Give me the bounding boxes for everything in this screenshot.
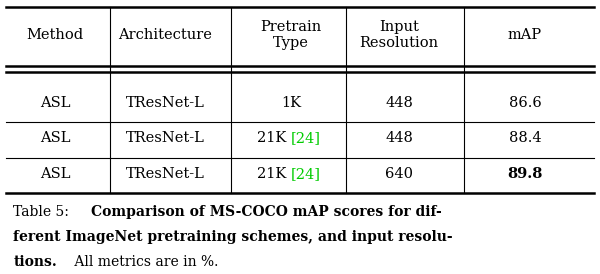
Text: Table 5:: Table 5: — [13, 205, 73, 219]
Text: mAP: mAP — [508, 28, 542, 42]
Text: All metrics are in %.: All metrics are in %. — [70, 255, 218, 269]
Text: Pretrain
Type: Pretrain Type — [260, 20, 322, 50]
Text: Input
Resolution: Input Resolution — [359, 20, 439, 50]
Text: ferent ImageNet pretraining schemes, and input resolu-: ferent ImageNet pretraining schemes, and… — [13, 230, 453, 244]
Text: 640: 640 — [385, 167, 413, 181]
Text: 88.4: 88.4 — [509, 131, 541, 145]
Text: ASL: ASL — [40, 96, 70, 110]
Text: 448: 448 — [385, 96, 413, 110]
Text: tions.: tions. — [13, 255, 57, 269]
Text: ASL: ASL — [40, 131, 70, 145]
Text: 1K: 1K — [281, 96, 301, 110]
Text: Method: Method — [26, 28, 84, 42]
Text: TResNet-L: TResNet-L — [125, 131, 205, 145]
Text: 448: 448 — [385, 131, 413, 145]
Text: ASL: ASL — [40, 167, 70, 181]
Text: 21K: 21K — [257, 167, 291, 181]
Text: TResNet-L: TResNet-L — [125, 167, 205, 181]
Text: 21K: 21K — [257, 131, 291, 145]
Text: 86.6: 86.6 — [509, 96, 541, 110]
Text: Comparison of MS-COCO mAP scores for dif-: Comparison of MS-COCO mAP scores for dif… — [91, 205, 442, 219]
Text: [24]: [24] — [291, 167, 321, 181]
Text: TResNet-L: TResNet-L — [125, 96, 205, 110]
Text: 89.8: 89.8 — [508, 167, 542, 181]
Text: [24]: [24] — [291, 131, 321, 145]
Text: Architecture: Architecture — [118, 28, 212, 42]
